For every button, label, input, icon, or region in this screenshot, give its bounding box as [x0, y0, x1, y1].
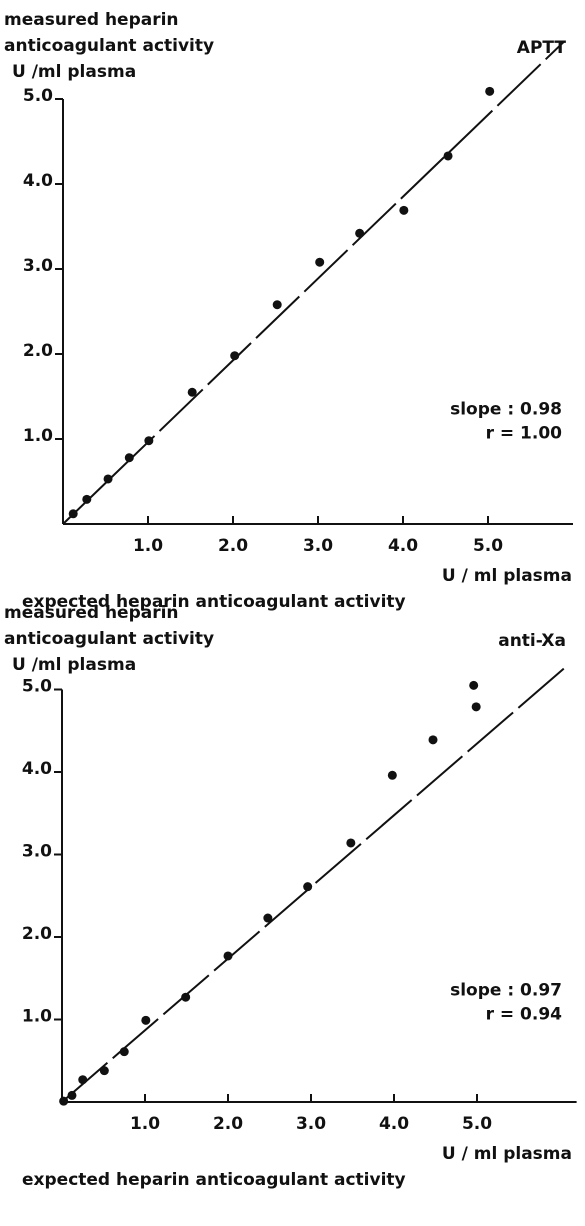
x-axis-label: expected heparin anticoagulant activity	[22, 592, 406, 612]
y-tick-label: 4.0	[22, 759, 52, 779]
data-point	[119, 1047, 129, 1057]
data-point	[263, 913, 273, 923]
data-point	[103, 474, 113, 484]
x-tick-label: 3.0	[303, 536, 333, 556]
x-tick-label: 1.0	[130, 1114, 160, 1134]
data-point	[315, 257, 325, 267]
y-tick-label: 5.0	[23, 86, 53, 106]
data-point	[223, 951, 233, 961]
x-axis-unit: U / ml plasma	[442, 566, 572, 586]
y-axis-label: measured heparin	[4, 603, 179, 623]
x-tick-label: 4.0	[379, 1114, 409, 1134]
data-point	[78, 1075, 88, 1085]
fit-line	[61, 663, 569, 1103]
y-tick-label: 3.0	[23, 256, 53, 276]
annotation: r = 1.00	[486, 423, 563, 443]
data-point	[82, 494, 92, 504]
data-point	[387, 770, 397, 780]
series-label: anti-Xa	[498, 631, 566, 651]
y-axis-label: anticoagulant activity	[4, 629, 214, 649]
x-tick-label: 2.0	[218, 536, 248, 556]
data-point	[272, 300, 282, 310]
x-axis-unit: U / ml plasma	[442, 1144, 572, 1164]
data-point	[187, 387, 197, 397]
data-point	[355, 228, 365, 238]
y-axis-label: U /ml plasma	[12, 655, 136, 675]
data-point	[428, 735, 438, 745]
fit-line	[62, 40, 566, 525]
y-tick-label: 2.0	[22, 924, 52, 944]
annotation: r = 0.94	[486, 1005, 563, 1025]
series-label: APTT	[517, 38, 567, 58]
data-point	[141, 1015, 151, 1025]
data-point	[399, 205, 409, 215]
y-axis-label: measured heparin	[4, 10, 179, 30]
x-tick-label: 5.0	[473, 536, 503, 556]
x-axis-label: expected heparin anticoagulant activity	[22, 1170, 406, 1190]
x-tick-label: 1.0	[133, 536, 163, 556]
y-tick-label: 4.0	[23, 171, 53, 191]
y-tick-label: 2.0	[23, 341, 53, 361]
data-point	[67, 1090, 77, 1100]
y-tick-label: 3.0	[22, 842, 52, 862]
x-tick-label: 5.0	[462, 1114, 492, 1134]
data-point	[144, 436, 154, 446]
y-tick-label: 1.0	[23, 426, 53, 446]
y-tick-label: 5.0	[22, 677, 52, 697]
x-tick-label: 2.0	[213, 1114, 243, 1134]
data-point	[230, 351, 240, 361]
data-point	[303, 882, 313, 892]
data-point	[68, 509, 78, 519]
y-axis-label: anticoagulant activity	[4, 36, 214, 56]
annotation: slope : 0.97	[450, 981, 562, 1001]
data-point	[59, 1096, 69, 1106]
data-point	[443, 151, 453, 161]
x-tick-label: 3.0	[296, 1114, 326, 1134]
data-point	[346, 838, 356, 848]
data-point	[469, 680, 479, 690]
data-point	[485, 86, 495, 96]
x-tick-label: 4.0	[388, 536, 418, 556]
data-point	[471, 702, 481, 712]
y-tick-label: 1.0	[22, 1007, 52, 1027]
annotation: slope : 0.98	[450, 399, 562, 419]
data-point	[124, 453, 134, 463]
data-point	[99, 1066, 109, 1076]
y-axis-label: U /ml plasma	[12, 62, 136, 82]
data-point	[181, 992, 191, 1002]
